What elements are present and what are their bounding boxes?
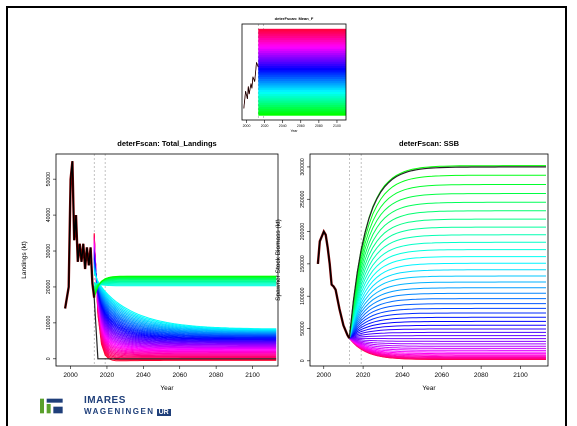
y-tick-label: 250000	[300, 190, 306, 207]
scan-series-line	[349, 211, 546, 338]
scan-series-line	[349, 338, 546, 346]
x-tick-label: 2000	[63, 372, 78, 379]
x-tick-label: 2080	[209, 372, 224, 379]
x-tick-label: 2020	[100, 372, 115, 379]
y-axis-label: Spawner Stock Biomass (kt)	[275, 219, 282, 301]
y-tick-label: 20000	[46, 280, 52, 295]
x-axis-label: Year	[290, 129, 298, 133]
logo-ur-badge: UR	[157, 409, 171, 416]
mean-f-svg: deterFscan: Mean_F Year 2000 2020 2040 2060 20…	[224, 12, 352, 136]
logo-imares-text: IMARES	[84, 395, 126, 406]
scan-series-line	[349, 282, 546, 338]
imares-logo-icon	[40, 394, 64, 418]
y-tick-label: 40000	[46, 208, 52, 223]
x-tick-label: 2020	[356, 372, 371, 379]
x-tick-label: 2060	[173, 372, 188, 379]
chart-title: deterFscan: Total_Landings	[117, 139, 216, 148]
scan-series-line	[349, 185, 546, 339]
scan-series-line	[349, 293, 546, 338]
y-tick-label: 300000	[300, 158, 306, 175]
chart-title: deterFscan: Mean_F	[275, 16, 314, 21]
x-tick-label: 2040	[136, 372, 151, 379]
x-tick-label: 2100	[245, 372, 260, 379]
y-tick-label: 100000	[300, 287, 306, 304]
x-axis-label: Year	[160, 385, 174, 392]
total-landings-svg: deterFscan: Total_Landings Year Landings (…	[20, 136, 288, 398]
x-tick-label: 2020	[261, 124, 269, 128]
x-tick-label: 2060	[297, 124, 305, 128]
total-landings-chart: deterFscan: Total_Landings Year Landings (…	[20, 136, 288, 398]
y-tick-label: 50000	[46, 172, 52, 187]
x-tick-label: 2040	[395, 372, 410, 379]
scan-series-line	[349, 194, 546, 339]
x-tick-label: 2100	[333, 124, 341, 128]
y-tick-label: 0	[300, 359, 306, 362]
x-tick-label: 2060	[435, 372, 450, 379]
scan-series-line	[349, 336, 546, 339]
x-tick-label: 2080	[315, 124, 323, 128]
y-axis-label: Landings (kt)	[21, 241, 28, 279]
chart-title: deterFscan: SSB	[399, 139, 460, 148]
y-tick-label: 30000	[46, 244, 52, 259]
logo-wageningen-word: WAGENINGEN	[84, 407, 155, 416]
x-tick-label: 2040	[279, 124, 287, 128]
scan-series-line	[349, 257, 546, 339]
x-tick-label: 2080	[474, 372, 489, 379]
y-tick-label: 150000	[300, 255, 306, 272]
y-tick-label: 10000	[46, 316, 52, 331]
f-scan-band	[258, 29, 346, 32]
x-tick-label: 2000	[317, 372, 332, 379]
mean-f-chart: deterFscan: Mean_F Year 2000 2020 2040 2060 20…	[224, 12, 352, 136]
y-tick-label: 0	[46, 357, 52, 360]
y-tick-label: 200000	[300, 223, 306, 240]
x-tick-label: 2000	[243, 124, 251, 128]
y-tick-label: 50000	[300, 321, 306, 336]
history-series-shadow	[318, 232, 349, 339]
scan-series-line	[94, 265, 276, 334]
x-axis-label: Year	[422, 385, 436, 392]
x-tick-label: 2100	[513, 372, 528, 379]
